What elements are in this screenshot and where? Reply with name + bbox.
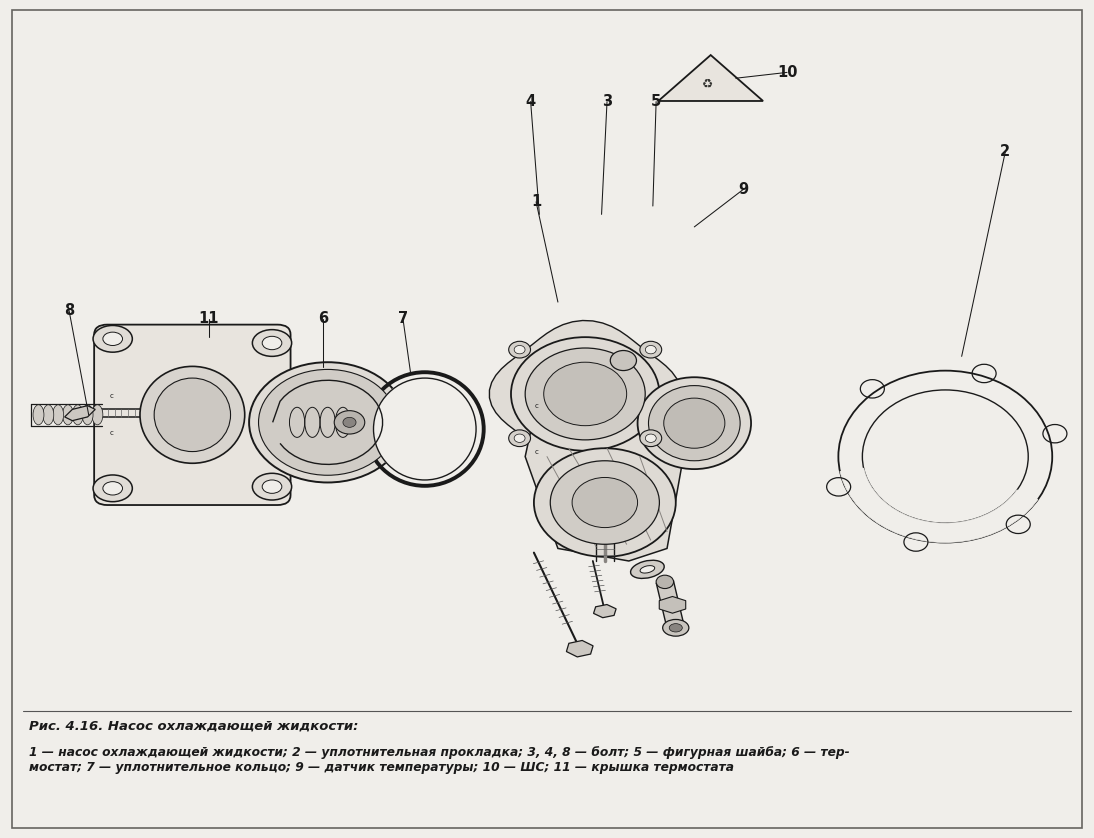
Polygon shape — [659, 55, 763, 101]
Ellipse shape — [544, 362, 627, 426]
Polygon shape — [840, 468, 1038, 542]
Text: 1 — насос охлаждающей жидкости; 2 — уплотнительная прокладка; 3, 4, 8 — болт; 5 : 1 — насос охлаждающей жидкости; 2 — упло… — [28, 747, 849, 774]
Ellipse shape — [253, 473, 292, 500]
Text: ♻: ♻ — [701, 77, 713, 90]
FancyBboxPatch shape — [601, 389, 706, 457]
Ellipse shape — [93, 325, 132, 352]
Ellipse shape — [511, 337, 660, 451]
Text: 2: 2 — [1000, 144, 1011, 159]
Polygon shape — [656, 581, 685, 629]
Ellipse shape — [263, 336, 282, 349]
Ellipse shape — [249, 362, 406, 483]
Ellipse shape — [670, 623, 683, 632]
Ellipse shape — [638, 377, 752, 469]
Ellipse shape — [93, 475, 132, 502]
Polygon shape — [489, 320, 682, 468]
Ellipse shape — [610, 350, 637, 370]
Ellipse shape — [103, 482, 123, 495]
Ellipse shape — [514, 434, 525, 442]
Ellipse shape — [53, 405, 63, 425]
Ellipse shape — [258, 370, 397, 475]
Ellipse shape — [342, 417, 356, 427]
Text: Рис. 4.16. Насос охлаждающей жидкости:: Рис. 4.16. Насос охлаждающей жидкости: — [28, 720, 358, 732]
Ellipse shape — [140, 366, 245, 463]
Polygon shape — [65, 406, 95, 421]
Polygon shape — [594, 604, 616, 618]
Text: 1: 1 — [531, 194, 542, 210]
Text: c: c — [534, 449, 538, 455]
Ellipse shape — [334, 411, 364, 434]
Text: 11: 11 — [198, 311, 219, 326]
Ellipse shape — [572, 478, 638, 528]
Text: 5: 5 — [651, 94, 661, 109]
Ellipse shape — [663, 619, 689, 636]
Ellipse shape — [92, 405, 103, 425]
Ellipse shape — [82, 405, 93, 425]
Ellipse shape — [103, 332, 123, 345]
Text: 7: 7 — [398, 311, 408, 326]
Ellipse shape — [630, 561, 664, 578]
Ellipse shape — [509, 430, 531, 447]
Ellipse shape — [373, 378, 476, 480]
Ellipse shape — [664, 398, 725, 448]
Ellipse shape — [640, 341, 662, 358]
Text: 8: 8 — [63, 303, 74, 318]
Ellipse shape — [534, 448, 676, 556]
Ellipse shape — [525, 348, 645, 440]
FancyBboxPatch shape — [94, 324, 291, 505]
Polygon shape — [525, 432, 684, 561]
Polygon shape — [660, 597, 686, 613]
Ellipse shape — [640, 566, 654, 573]
Ellipse shape — [640, 430, 662, 447]
Ellipse shape — [62, 405, 73, 425]
Ellipse shape — [645, 345, 656, 354]
Text: c: c — [534, 403, 538, 410]
Ellipse shape — [649, 385, 741, 461]
Text: 3: 3 — [602, 94, 612, 109]
Ellipse shape — [656, 575, 674, 588]
Ellipse shape — [253, 329, 292, 356]
Text: c: c — [109, 430, 114, 437]
Ellipse shape — [645, 434, 656, 442]
Ellipse shape — [263, 480, 282, 494]
Ellipse shape — [72, 405, 83, 425]
Text: c: c — [109, 394, 114, 400]
Ellipse shape — [154, 378, 231, 452]
Ellipse shape — [514, 345, 525, 354]
Text: 6: 6 — [318, 311, 328, 326]
Text: 4: 4 — [525, 94, 536, 109]
Ellipse shape — [33, 405, 44, 425]
Ellipse shape — [550, 461, 660, 545]
Polygon shape — [567, 640, 593, 657]
Ellipse shape — [509, 341, 531, 358]
Text: 10: 10 — [777, 65, 798, 80]
Text: 9: 9 — [738, 182, 748, 197]
Ellipse shape — [43, 405, 54, 425]
